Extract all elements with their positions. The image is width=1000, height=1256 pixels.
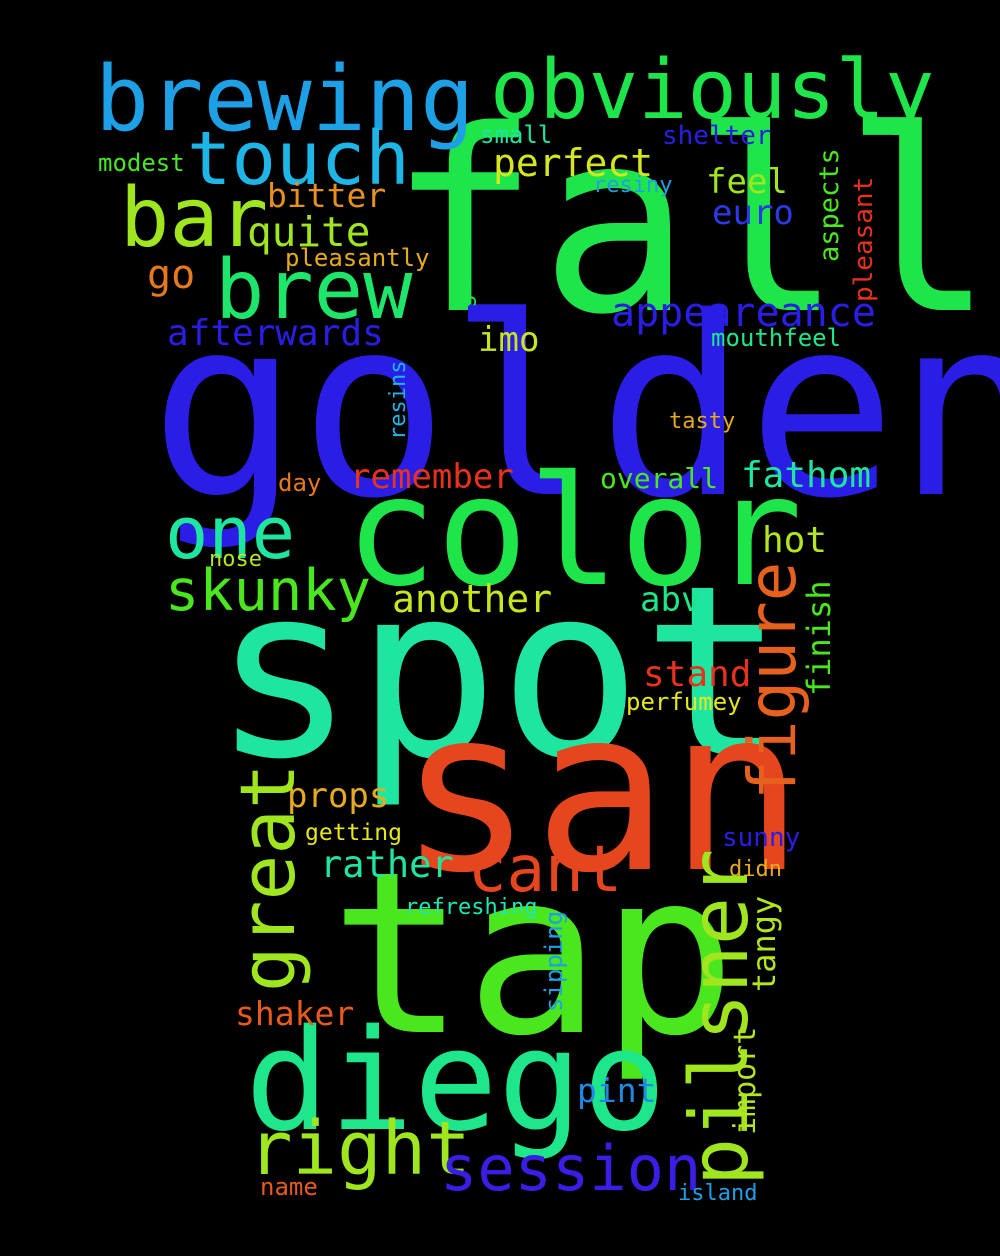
word-fall: fall: [388, 77, 995, 370]
word-didn: didn: [729, 857, 782, 882]
word-fathom: fathom: [741, 455, 872, 496]
word-finish: finish: [800, 580, 838, 696]
word-aspects: aspects: [814, 148, 845, 262]
word-resins: resins: [386, 360, 411, 440]
word-sipping: sipping: [540, 910, 568, 1012]
word-touch: touch: [187, 116, 410, 202]
word-perfect: perfect: [493, 141, 654, 185]
word-rather: rather: [320, 843, 454, 886]
word-brew: brew: [215, 243, 413, 338]
word-modest: modest: [98, 149, 185, 177]
word-resiny: resiny: [593, 173, 673, 198]
word-getting: getting: [305, 820, 402, 846]
word-nose: nose: [209, 547, 262, 572]
word-german: german: [451, 224, 477, 308]
word-name: name: [260, 1173, 318, 1201]
word-tap: tap: [330, 824, 737, 1086]
word-stand: stand: [643, 654, 752, 695]
word-imo: imo: [478, 320, 540, 360]
word-bitter: bitter: [267, 176, 387, 215]
word-shelter: shelter: [662, 121, 772, 151]
word-island: island: [678, 1181, 758, 1206]
word-overall: overall: [600, 462, 719, 495]
word-props: props: [287, 776, 390, 816]
word-figure: figure: [734, 561, 811, 800]
word-import: import: [728, 1026, 763, 1135]
word-shaker: shaker: [235, 994, 355, 1033]
word-mouthfeel: mouthfeel: [711, 324, 842, 352]
word-golden: golden: [150, 265, 1000, 553]
word-obviously: obviously: [490, 43, 935, 138]
word-refreshing: refreshing: [405, 895, 538, 920]
word-brewing: brewing: [95, 47, 475, 152]
word-tangy: tangy: [745, 895, 783, 992]
word-day: day: [278, 469, 322, 497]
word-appeareance: appeareance: [611, 290, 876, 336]
word-remember: remember: [350, 457, 514, 497]
word-pleasantly: pleasantly: [285, 244, 430, 272]
word-san: san: [398, 661, 805, 923]
word-session: session: [440, 1132, 702, 1205]
word-afterwards: afterwards: [167, 313, 384, 354]
word-one: one: [165, 491, 296, 575]
word-small: small: [480, 121, 553, 149]
word-spot: spot: [212, 535, 786, 812]
word-feel: feel: [706, 162, 788, 202]
word-tasty: tasty: [669, 409, 736, 434]
word-sunny: sunny: [722, 823, 801, 853]
word-pint: pint: [577, 1071, 657, 1110]
word-go: go: [147, 252, 196, 298]
word-skunky: skunky: [165, 558, 371, 624]
word-hot: hot: [762, 520, 828, 561]
word-perfumey: perfumey: [626, 688, 742, 716]
word-bar: bar: [120, 171, 269, 266]
word-cant: cant: [468, 833, 623, 907]
word-great: great: [223, 763, 312, 992]
word-quite: quite: [247, 208, 371, 256]
word-diego: diego: [245, 1000, 667, 1163]
word-euro: euro: [712, 193, 794, 233]
word-color: color: [345, 443, 803, 620]
word-another: another: [392, 577, 553, 621]
word-abv: abv: [640, 580, 702, 620]
word-pleasant: pleasant: [849, 176, 879, 302]
word-right: right: [248, 1106, 471, 1192]
